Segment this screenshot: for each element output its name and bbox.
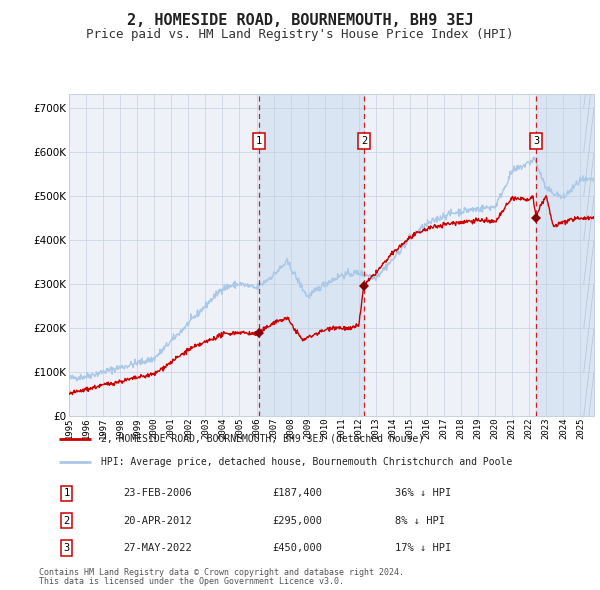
Text: 27-MAY-2022: 27-MAY-2022 — [123, 543, 191, 553]
Text: 3: 3 — [533, 136, 539, 146]
Text: 36% ↓ HPI: 36% ↓ HPI — [395, 489, 451, 499]
Text: £450,000: £450,000 — [272, 543, 322, 553]
Text: Price paid vs. HM Land Registry's House Price Index (HPI): Price paid vs. HM Land Registry's House … — [86, 28, 514, 41]
Text: 2, HOMESIDE ROAD, BOURNEMOUTH, BH9 3EJ: 2, HOMESIDE ROAD, BOURNEMOUTH, BH9 3EJ — [127, 13, 473, 28]
Text: 17% ↓ HPI: 17% ↓ HPI — [395, 543, 451, 553]
Text: Contains HM Land Registry data © Crown copyright and database right 2024.: Contains HM Land Registry data © Crown c… — [39, 568, 404, 576]
Text: 2, HOMESIDE ROAD, BOURNEMOUTH, BH9 3EJ (detached house): 2, HOMESIDE ROAD, BOURNEMOUTH, BH9 3EJ (… — [101, 434, 425, 444]
Text: 20-APR-2012: 20-APR-2012 — [123, 516, 191, 526]
Text: 3: 3 — [64, 543, 70, 553]
Text: This data is licensed under the Open Government Licence v3.0.: This data is licensed under the Open Gov… — [39, 577, 344, 586]
Text: 1: 1 — [256, 136, 262, 146]
Text: HPI: Average price, detached house, Bournemouth Christchurch and Poole: HPI: Average price, detached house, Bour… — [101, 457, 512, 467]
Text: 2: 2 — [64, 516, 70, 526]
Text: £187,400: £187,400 — [272, 489, 322, 499]
Bar — [259, 94, 364, 416]
Text: 1: 1 — [64, 489, 70, 499]
Text: 23-FEB-2006: 23-FEB-2006 — [123, 489, 191, 499]
Text: £295,000: £295,000 — [272, 516, 322, 526]
Text: 8% ↓ HPI: 8% ↓ HPI — [395, 516, 445, 526]
Bar — [536, 94, 594, 416]
Text: 2: 2 — [361, 136, 367, 146]
